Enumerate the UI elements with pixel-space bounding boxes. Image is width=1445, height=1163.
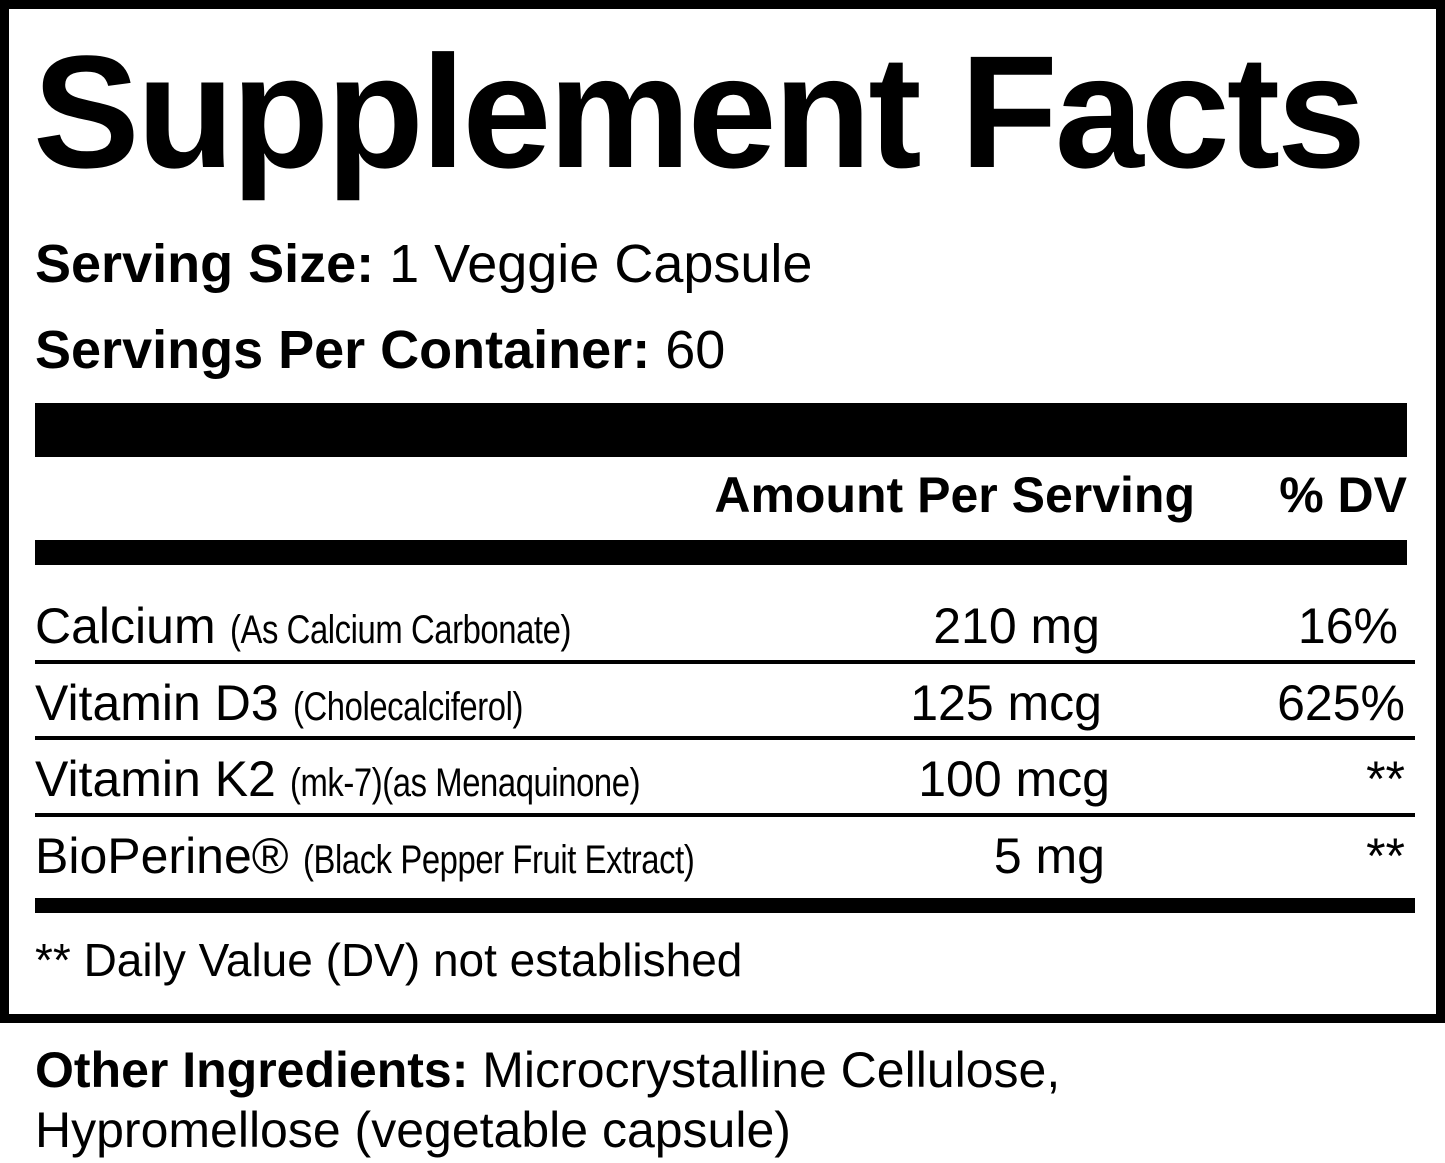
other-ingredients-line2: Hypromellose (vegetable capsule) bbox=[35, 1102, 791, 1158]
other-ingredients-label: Other Ingredients: bbox=[35, 1042, 469, 1098]
serving-size-label: Serving Size: bbox=[35, 234, 375, 294]
nutrient-detail: (Black Pepper Fruit Extract) bbox=[302, 838, 695, 882]
bottom-divider bbox=[35, 898, 1415, 913]
nutrient-name: Calcium (As Calcium Carbonate) bbox=[35, 596, 645, 660]
facts-panel bbox=[0, 0, 1445, 1023]
header-divider bbox=[35, 540, 1407, 565]
nutrient-row: Vitamin D3 (Cholecalciferol) 125 mcg 625… bbox=[35, 673, 1410, 733]
nutrient-row: BioPerine® (Black Pepper Fruit Extract) … bbox=[35, 826, 1410, 886]
nutrient-detail: (mk-7)(as Menaquinone) bbox=[289, 761, 641, 805]
dv-header: % DV bbox=[1279, 467, 1407, 523]
nutrient-amount: 210 mg bbox=[933, 598, 1100, 654]
amount-per-serving-header: Amount Per Serving bbox=[714, 467, 1195, 523]
panel-title: Supplement Facts bbox=[33, 22, 1366, 201]
row-divider bbox=[35, 736, 1415, 740]
nutrient-row: Calcium (As Calcium Carbonate) 210 mg 16… bbox=[35, 596, 1410, 656]
nutrient-detail: (Cholecalciferol) bbox=[292, 685, 523, 729]
nutrient-dv: ** bbox=[1366, 751, 1405, 807]
servings-per-container: Servings Per Container: 60 bbox=[35, 318, 725, 382]
servings-per-container-label: Servings Per Container: bbox=[35, 320, 651, 380]
nutrient-dv: ** bbox=[1366, 828, 1405, 884]
thick-divider bbox=[35, 403, 1407, 457]
serving-size-value: 1 Veggie Capsule bbox=[389, 234, 813, 294]
nutrient-name: BioPerine® (Black Pepper Fruit Extract) bbox=[35, 826, 780, 890]
nutrient-amount: 5 mg bbox=[993, 828, 1105, 884]
nutrient-name: Vitamin K2 (mk-7)(as Menaquinone) bbox=[35, 749, 717, 813]
other-ingredients: Other Ingredients: Microcrystalline Cell… bbox=[35, 1040, 1060, 1100]
nutrient-amount: 125 mcg bbox=[910, 675, 1102, 731]
nutrient-dv: 16% bbox=[1297, 598, 1398, 654]
nutrient-name: Vitamin D3 (Cholecalciferol) bbox=[35, 673, 573, 737]
servings-per-container-value: 60 bbox=[665, 320, 726, 380]
row-divider bbox=[35, 813, 1415, 817]
serving-size: Serving Size: 1 Veggie Capsule bbox=[35, 232, 812, 296]
nutrient-dv: 625% bbox=[1277, 675, 1405, 731]
other-ingredients-line1: Microcrystalline Cellulose, bbox=[482, 1042, 1061, 1098]
nutrient-amount: 100 mcg bbox=[918, 751, 1110, 807]
row-divider bbox=[35, 660, 1415, 664]
nutrient-detail: (As Calcium Carbonate) bbox=[229, 608, 571, 652]
footnote: ** Daily Value (DV) not established bbox=[35, 934, 743, 986]
nutrient-row: Vitamin K2 (mk-7)(as Menaquinone) 100 mc… bbox=[35, 749, 1410, 809]
